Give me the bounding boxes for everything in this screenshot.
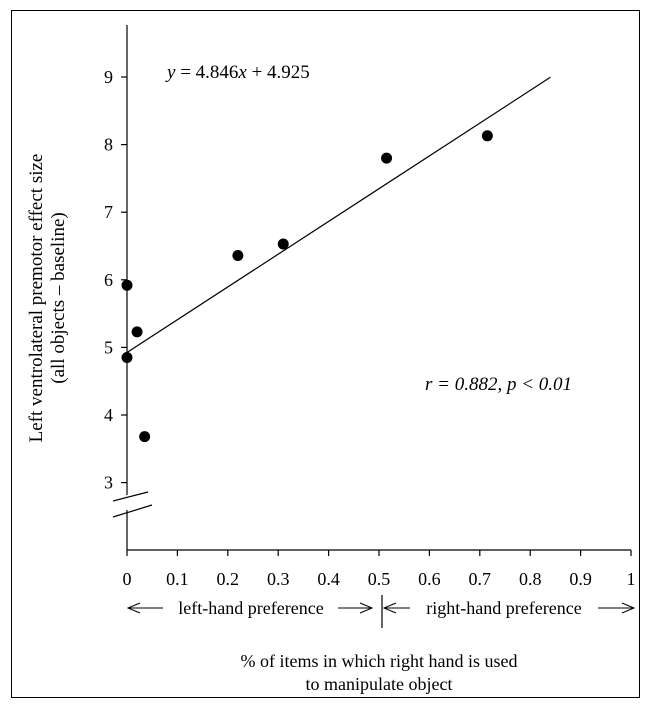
x-tick-label: 1 <box>627 569 636 589</box>
y-axis-label-line2: (all objects – baseline) <box>48 212 69 383</box>
equation-mid: = 4.846 <box>175 62 238 83</box>
y-tick-label: 8 <box>104 135 113 155</box>
regression-line <box>127 77 550 352</box>
y-tick-label: 4 <box>104 405 113 425</box>
data-point <box>122 352 133 363</box>
y-axis-label-line1: Left ventrolateral premotor effect size <box>26 154 47 443</box>
left-preference-label: left-hand preference <box>178 598 323 618</box>
data-point <box>278 238 289 249</box>
data-point <box>139 431 150 442</box>
x-tick-label: 0.3 <box>267 569 290 589</box>
x-tick-label: 0.4 <box>317 569 340 589</box>
y-tick-label: 5 <box>104 337 113 357</box>
stats-annotation: r = 0.882, p < 0.01 <box>425 374 572 395</box>
y-tick-label: 6 <box>104 270 113 290</box>
data-point <box>482 130 493 141</box>
data-point <box>122 280 133 291</box>
right-preference-label: right-hand preference <box>426 598 581 618</box>
x-tick-label: 0.8 <box>519 569 542 589</box>
x-tick-label: 0.1 <box>166 569 189 589</box>
points-group <box>122 130 493 442</box>
x-tick-label: 0.2 <box>217 569 240 589</box>
equation-annotation: y = 4.846x + 4.925 <box>165 62 310 83</box>
equation-end: + 4.925 <box>247 62 310 83</box>
x-tick-label: 0 <box>123 569 132 589</box>
x-axis-label-line1: % of items in which right hand is used <box>241 651 518 671</box>
y-axis-break-mark-bottom <box>113 505 152 517</box>
y-tick-label: 3 <box>104 473 113 493</box>
fit-line-group <box>127 77 550 352</box>
y-axis-break-mark-top <box>113 492 148 501</box>
x-tick-label: 0.5 <box>368 569 391 589</box>
ticks-group: 3 4 5 6 7 8 9 0 0.1 0.2 0.3 0.4 0.5 0.6 0.7 0.8 0.9 1 <box>104 67 636 589</box>
data-point <box>232 250 243 261</box>
y-tick-label: 7 <box>104 202 113 222</box>
x-tick-label: 0.7 <box>469 569 492 589</box>
x-axis-label-line2: to manipulate object <box>306 674 453 694</box>
data-point <box>132 326 143 337</box>
data-point <box>381 153 392 164</box>
x-tick-label: 0.9 <box>569 569 592 589</box>
axes-group <box>113 25 634 628</box>
x-tick-label: 0.6 <box>418 569 441 589</box>
equation-y: y <box>165 62 176 83</box>
y-tick-label: 9 <box>104 67 113 87</box>
